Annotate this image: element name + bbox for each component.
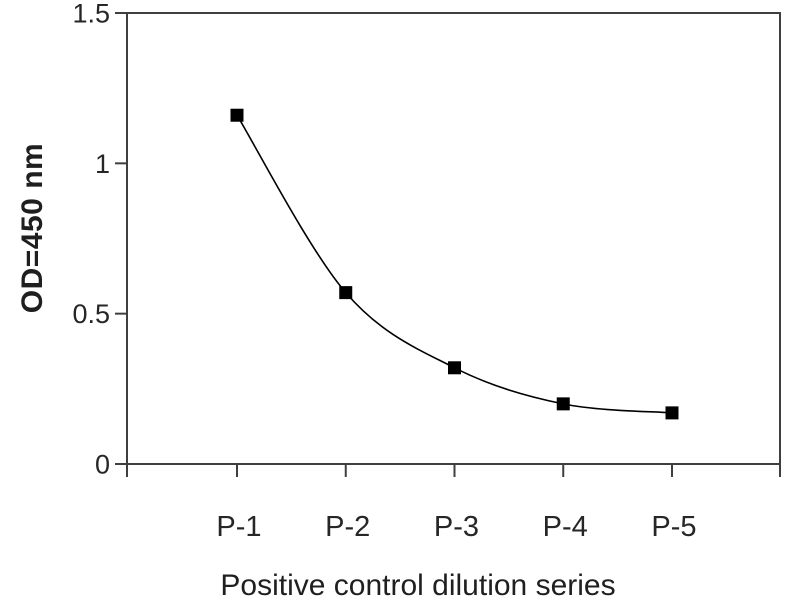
x-axis-title: Positive control dilution series: [220, 569, 616, 600]
y-tick-label: 1.5: [72, 0, 110, 28]
x-tick-label: P-3: [434, 511, 479, 543]
y-tick-label: 0.5: [72, 299, 110, 329]
x-tick-label: P-1: [216, 511, 261, 543]
x-tick-label: P-2: [325, 511, 370, 543]
series-curve: [236, 114, 673, 414]
y-tick-label: 1: [95, 149, 110, 179]
x-tick-label: P-4: [543, 511, 588, 543]
data-point-marker: [665, 406, 679, 420]
data-point-marker: [339, 286, 353, 300]
y-tick-label: 0: [95, 449, 110, 479]
data-point-marker: [448, 361, 461, 375]
x-tick-label: P-5: [651, 511, 696, 543]
data-point-marker: [556, 397, 570, 411]
plot-frame: [126, 12, 781, 477]
data-point-marker: [230, 108, 244, 122]
y-axis-title: OD=450 nm: [16, 142, 50, 314]
